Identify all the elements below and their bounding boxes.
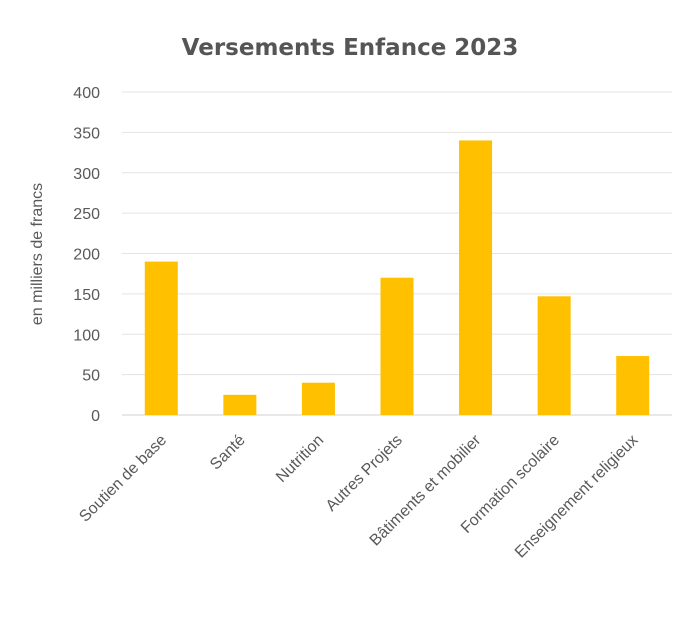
category-label: Autres Projets <box>323 432 406 515</box>
bar <box>301 382 335 415</box>
bar <box>537 296 571 415</box>
y-tick-label: 350 <box>73 125 100 142</box>
gridlines <box>122 91 672 416</box>
y-tick-label: 50 <box>82 368 100 385</box>
category-label: Soutien de base <box>76 432 170 526</box>
bar <box>616 356 650 415</box>
y-tick-label: 400 <box>73 85 100 102</box>
category-label: Santé <box>207 432 249 474</box>
y-tick-label: 100 <box>73 327 100 344</box>
y-tick-label: 0 <box>91 408 100 425</box>
category-label: Nutrition <box>273 432 327 486</box>
y-tick-label: 250 <box>73 206 100 223</box>
bars <box>144 140 650 415</box>
y-tick-label: 300 <box>73 166 100 183</box>
y-tick-label: 150 <box>73 287 100 304</box>
bar <box>459 140 493 415</box>
bar <box>223 394 257 415</box>
y-axis-label: en milliers de francs <box>29 183 46 325</box>
bar <box>144 261 178 415</box>
chart-title: Versements Enfance 2023 <box>182 35 519 61</box>
y-tick-labels: 0 50 100 150 200 250 300 350 400 <box>73 85 100 425</box>
bar <box>380 277 414 415</box>
y-tick-label: 200 <box>73 247 100 264</box>
